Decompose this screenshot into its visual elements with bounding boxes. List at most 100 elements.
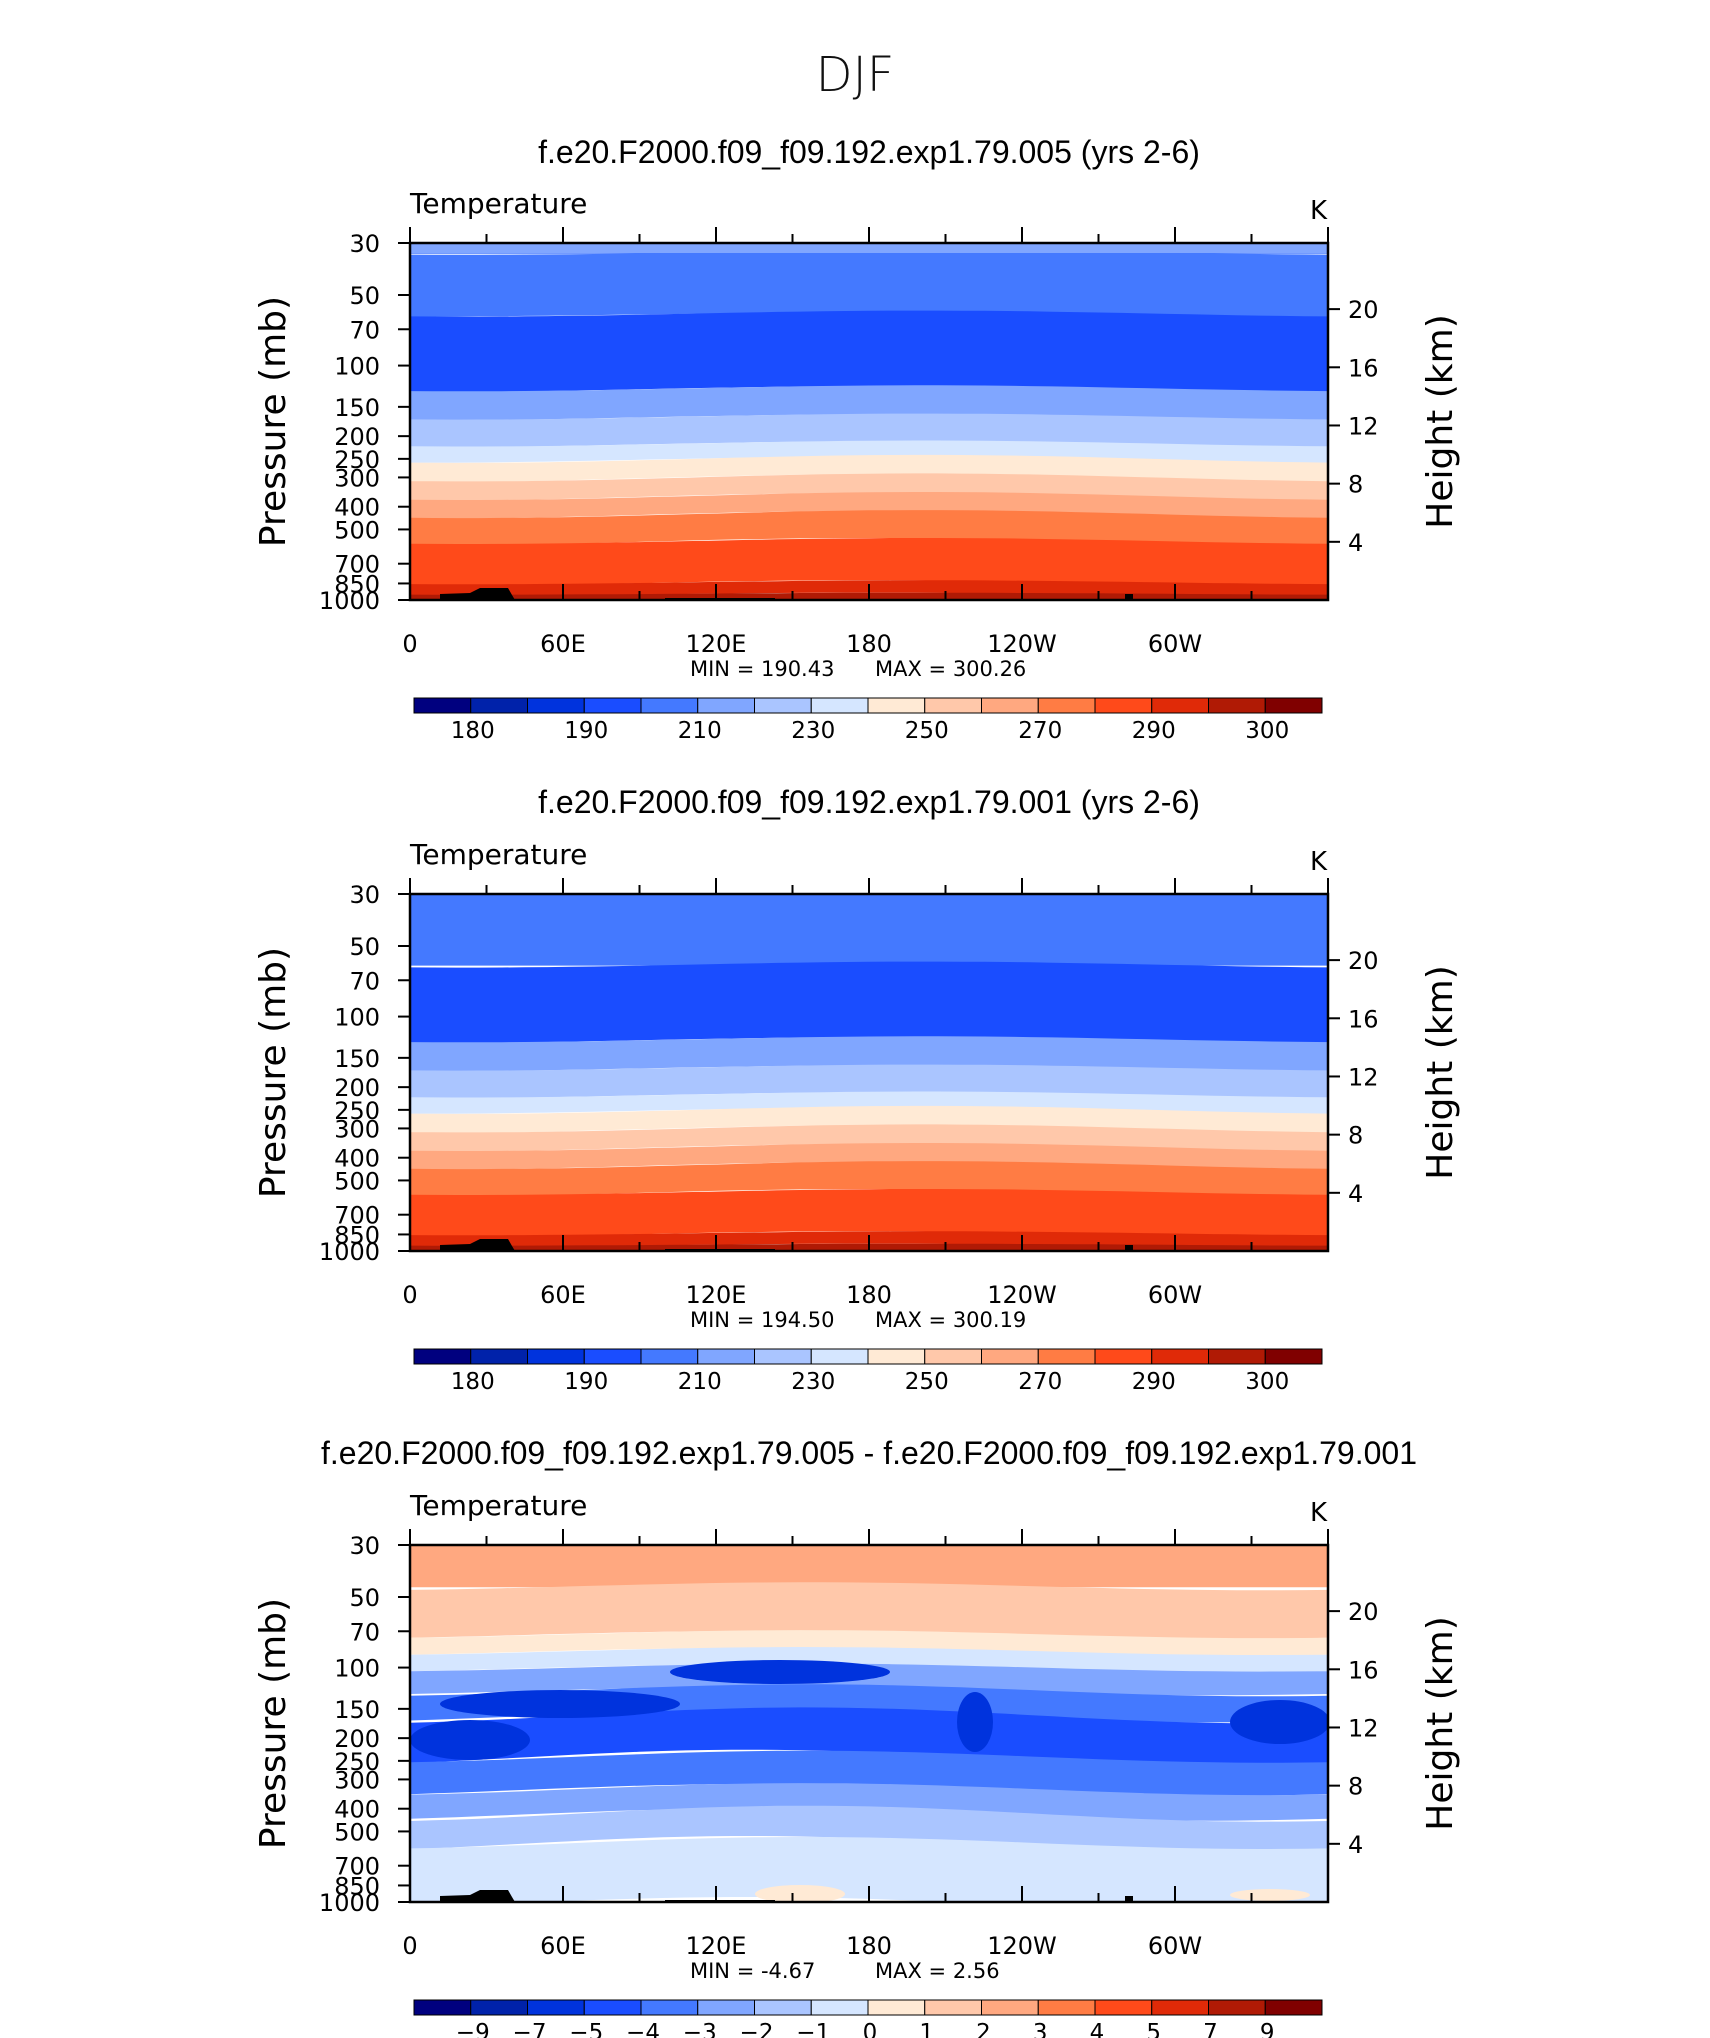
y-tick-label: 150 bbox=[334, 1045, 380, 1073]
colorbar-box bbox=[1094, 697, 1153, 714]
colorbar-label: −3 bbox=[683, 2020, 717, 2038]
x-tick-label: 120W bbox=[987, 1281, 1057, 1309]
y-tick-label: 200 bbox=[334, 423, 380, 451]
y-tick-label: 150 bbox=[334, 394, 380, 422]
panel-right-label: K bbox=[1310, 1498, 1328, 1528]
colorbar-box bbox=[924, 697, 982, 714]
panel-left-label: Temperature bbox=[409, 1489, 587, 1522]
contour-band bbox=[410, 1582, 1328, 1640]
contour-band bbox=[410, 1707, 1328, 1766]
colorbar-box bbox=[470, 1999, 528, 2016]
colorbar-box bbox=[470, 697, 528, 714]
contour-band bbox=[410, 473, 1328, 501]
max-label: MAX = 2.56 bbox=[875, 1959, 1000, 1983]
x-tick-label: 120W bbox=[987, 630, 1057, 658]
contour-blob bbox=[670, 1660, 890, 1684]
colorbar-label: −5 bbox=[569, 2020, 603, 2038]
colorbar-box bbox=[640, 1999, 699, 2016]
contour-band bbox=[410, 1161, 1328, 1197]
min-label: MIN = 194.50 bbox=[690, 1308, 834, 1332]
colorbar-box bbox=[527, 1999, 585, 2016]
contour-band bbox=[410, 1663, 1328, 1696]
y-right-axis-label: Height (km) bbox=[1420, 965, 1461, 1179]
y-tick-label: 500 bbox=[334, 516, 380, 544]
panel-left-label: Temperature bbox=[409, 838, 587, 871]
y-tick-label: 50 bbox=[349, 1584, 380, 1612]
y-tick-label: 1000 bbox=[319, 1238, 380, 1266]
colorbar-label: −1 bbox=[796, 2020, 830, 2038]
contour-band bbox=[410, 250, 1328, 317]
contour-blob bbox=[410, 1720, 530, 1760]
colorbar-box bbox=[413, 1999, 472, 2016]
y-right-tick-label: 8 bbox=[1348, 1773, 1363, 1801]
y-tick-label: 850 bbox=[334, 1221, 380, 1249]
y-axis-label: Pressure (mb) bbox=[253, 296, 294, 547]
colorbar-label: 0 bbox=[863, 2020, 878, 2038]
y-right-tick-label: 12 bbox=[1348, 412, 1379, 440]
y-tick-label: 30 bbox=[349, 881, 380, 909]
colorbar-label: 5 bbox=[1146, 2020, 1161, 2038]
y-right-tick-label: 16 bbox=[1348, 1005, 1379, 1033]
contour-band bbox=[410, 538, 1328, 587]
colorbar-label: −4 bbox=[626, 2020, 660, 2038]
x-tick-label: 180 bbox=[846, 1932, 892, 1960]
y-tick-label: 850 bbox=[334, 1872, 380, 1900]
y-tick-label: 1000 bbox=[319, 587, 380, 615]
y-right-tick-label: 20 bbox=[1348, 947, 1379, 975]
colorbar-label: 9 bbox=[1260, 2020, 1275, 2038]
colorbar-label: 250 bbox=[905, 1369, 949, 1395]
contour-band bbox=[410, 1189, 1328, 1238]
colorbar-box bbox=[1264, 1999, 1323, 2016]
y-right-tick-label: 20 bbox=[1348, 296, 1379, 324]
colorbar-box bbox=[583, 1999, 642, 2016]
colorbar-label: 230 bbox=[791, 1369, 835, 1395]
x-tick-label: 60W bbox=[1148, 1932, 1202, 1960]
contour-band bbox=[410, 961, 1328, 1044]
contour-band bbox=[410, 1143, 1328, 1171]
max-label: MAX = 300.26 bbox=[875, 657, 1026, 681]
colorbar-box bbox=[1208, 697, 1266, 714]
panel-3: f.e20.F2000.f09_f09.192.exp1.79.005 - f.… bbox=[253, 1435, 1461, 2038]
panel-left-label: Temperature bbox=[409, 187, 587, 220]
y-right-tick-label: 8 bbox=[1348, 1122, 1363, 1150]
colorbar: −9 −7 −5 −4 −3 −2 −1 0 1 2 3 4 5 7 9 bbox=[413, 1999, 1323, 2038]
y-tick-label: 70 bbox=[349, 967, 380, 995]
min-label: MIN = 190.43 bbox=[690, 657, 834, 681]
x-tick-label: 60W bbox=[1148, 630, 1202, 658]
colorbar-box bbox=[470, 1348, 528, 1365]
y-right-axis-label: Height (km) bbox=[1420, 314, 1461, 528]
colorbar-label: 3 bbox=[1033, 2020, 1048, 2038]
y-tick-label: 200 bbox=[334, 1725, 380, 1753]
y-right-tick-label: 16 bbox=[1348, 354, 1379, 382]
colorbar-box bbox=[754, 697, 812, 714]
x-tick-label: 0 bbox=[402, 1932, 417, 1960]
colorbar-box bbox=[583, 697, 642, 714]
y-tick-label: 70 bbox=[349, 1618, 380, 1646]
panel-title: f.e20.F2000.f09_f09.192.exp1.79.005 - f.… bbox=[321, 1435, 1417, 1471]
colorbar-box bbox=[810, 1999, 869, 2016]
y-tick-label: 300 bbox=[334, 1766, 380, 1794]
colorbar-label: 300 bbox=[1245, 718, 1289, 744]
contour-band bbox=[410, 1837, 1328, 1902]
colorbar-label: 190 bbox=[564, 718, 608, 744]
colorbar-box bbox=[1264, 697, 1323, 714]
y-right-tick-label: 8 bbox=[1348, 471, 1363, 499]
colorbar-box bbox=[697, 697, 755, 714]
panel-2: f.e20.F2000.f09_f09.192.exp1.79.001 (yrs… bbox=[253, 784, 1461, 1395]
contour-band bbox=[410, 454, 1328, 483]
colorbar-box bbox=[1037, 697, 1096, 714]
contour-blob bbox=[440, 1690, 680, 1718]
contour-band bbox=[410, 310, 1328, 393]
y-tick-label: 150 bbox=[334, 1696, 380, 1724]
colorbar: 180 190 210 230 250 270 290 300 bbox=[413, 1348, 1323, 1395]
colorbar-box bbox=[1151, 697, 1209, 714]
y-tick-label: 50 bbox=[349, 933, 380, 961]
y-tick-label: 500 bbox=[334, 1167, 380, 1195]
y-tick-label: 300 bbox=[334, 1115, 380, 1143]
colorbar-label: 180 bbox=[451, 718, 495, 744]
panel-right-label: K bbox=[1310, 847, 1328, 877]
panel-title: f.e20.F2000.f09_f09.192.exp1.79.005 (yrs… bbox=[538, 134, 1200, 170]
colorbar-label: −2 bbox=[740, 2020, 774, 2038]
colorbar-box bbox=[981, 1999, 1039, 2016]
contour-field bbox=[410, 894, 1328, 1251]
